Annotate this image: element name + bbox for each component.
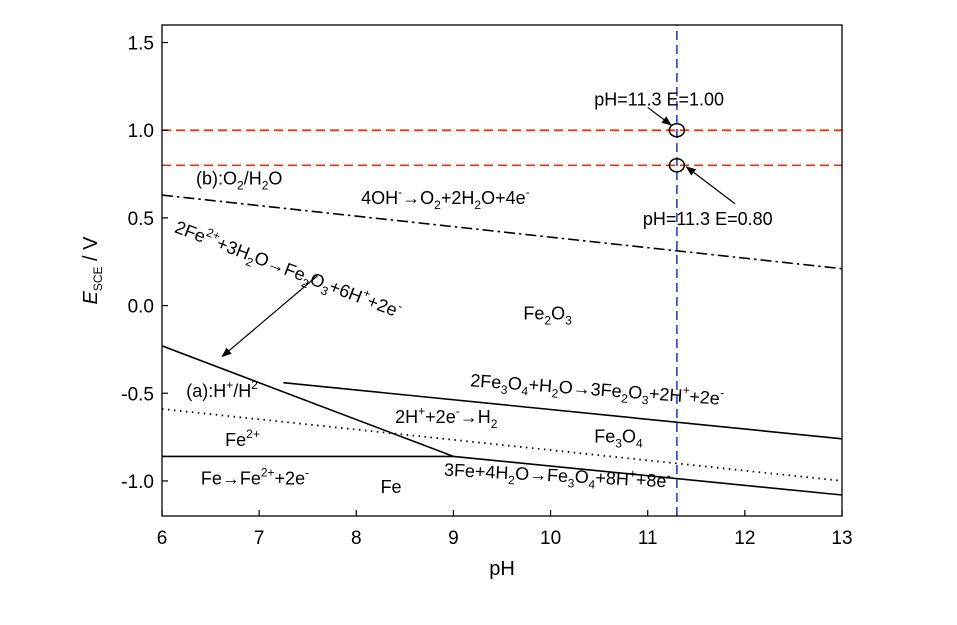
annotation-fe-reaction: Fe→Fe2++2e- xyxy=(201,465,309,488)
annotation-b-label: (b):O2/H2O xyxy=(196,169,282,193)
point-marker xyxy=(668,122,686,138)
annotation-fe-fe3o4-reaction: 3Fe+4H2O→Fe3O4+8H++8e- xyxy=(443,457,671,496)
annotation-point-low-label: pH=11.3 E=0.80 xyxy=(643,209,773,229)
x-tick-label: 12 xyxy=(734,528,755,549)
annotation-fe2o3-region: Fe2O3 xyxy=(523,304,572,328)
x-tick-label: 10 xyxy=(540,528,561,549)
annotation-layer: (b):O2/H2O 4OH-→O2+2H2O+4e- Fe2O3 (a):H+/H2… xyxy=(171,90,773,498)
annotation-fe3o4-region: Fe3O4 xyxy=(594,426,643,450)
x-tick-label: 8 xyxy=(351,528,362,549)
axes-layer: 6 7 8 9 10 11 12 13 -1.0 -0.5 0.0 0.5 1.0 1.5 pH ESCE /… xyxy=(80,34,853,580)
x-tick-label: 13 xyxy=(831,528,852,549)
plot-frame xyxy=(161,24,843,517)
x-tick-label: 11 xyxy=(638,528,658,549)
annotation-fe2-fe2o3-reaction: 2Fe2++3H2O→Fe2O3+6H++2e- xyxy=(171,214,405,325)
data-layer xyxy=(161,25,843,516)
point-marker xyxy=(668,158,686,173)
annotation-arrow xyxy=(221,275,318,358)
y-tick-label: 1.5 xyxy=(128,34,154,55)
annotation-arrow xyxy=(647,106,672,126)
x-axis-title: pH xyxy=(489,558,515,580)
series-line-solid xyxy=(283,381,843,440)
annotation-o2-reaction: 4OH-→O2+2H2O+4e- xyxy=(361,185,529,212)
y-tick-label: 1.0 xyxy=(128,121,154,142)
annotation-fe-region: Fe xyxy=(381,477,402,497)
annotation-point-high-label: pH=11.3 E=1.00 xyxy=(594,90,724,110)
y-axis-title: ESCE / V xyxy=(80,236,105,305)
series-line-solid xyxy=(453,455,843,496)
x-tick-label: 7 xyxy=(254,528,265,549)
annotation-arrow xyxy=(685,166,736,205)
y-tick-label: -1.0 xyxy=(121,472,154,493)
y-tick-label: 0.5 xyxy=(128,209,154,230)
annotation-fe2-region: Fe2+ xyxy=(225,427,260,450)
annotation-h2-reaction: 2H++2e-→H2 xyxy=(395,404,498,431)
annotation-a-label: (a):H+/H2 xyxy=(186,378,258,401)
series-line-dashdot xyxy=(161,194,843,270)
y-tick-label: 0.0 xyxy=(128,297,154,318)
annotation-fe3o4-fe2o3-reaction: 2Fe3O4+H2O→3Fe2O3+2H++2e- xyxy=(469,367,724,413)
x-tick-label: 9 xyxy=(448,528,459,549)
y-tick-label: -0.5 xyxy=(121,384,154,405)
x-tick-label: 6 xyxy=(157,528,168,549)
series-line-solid xyxy=(161,345,454,458)
